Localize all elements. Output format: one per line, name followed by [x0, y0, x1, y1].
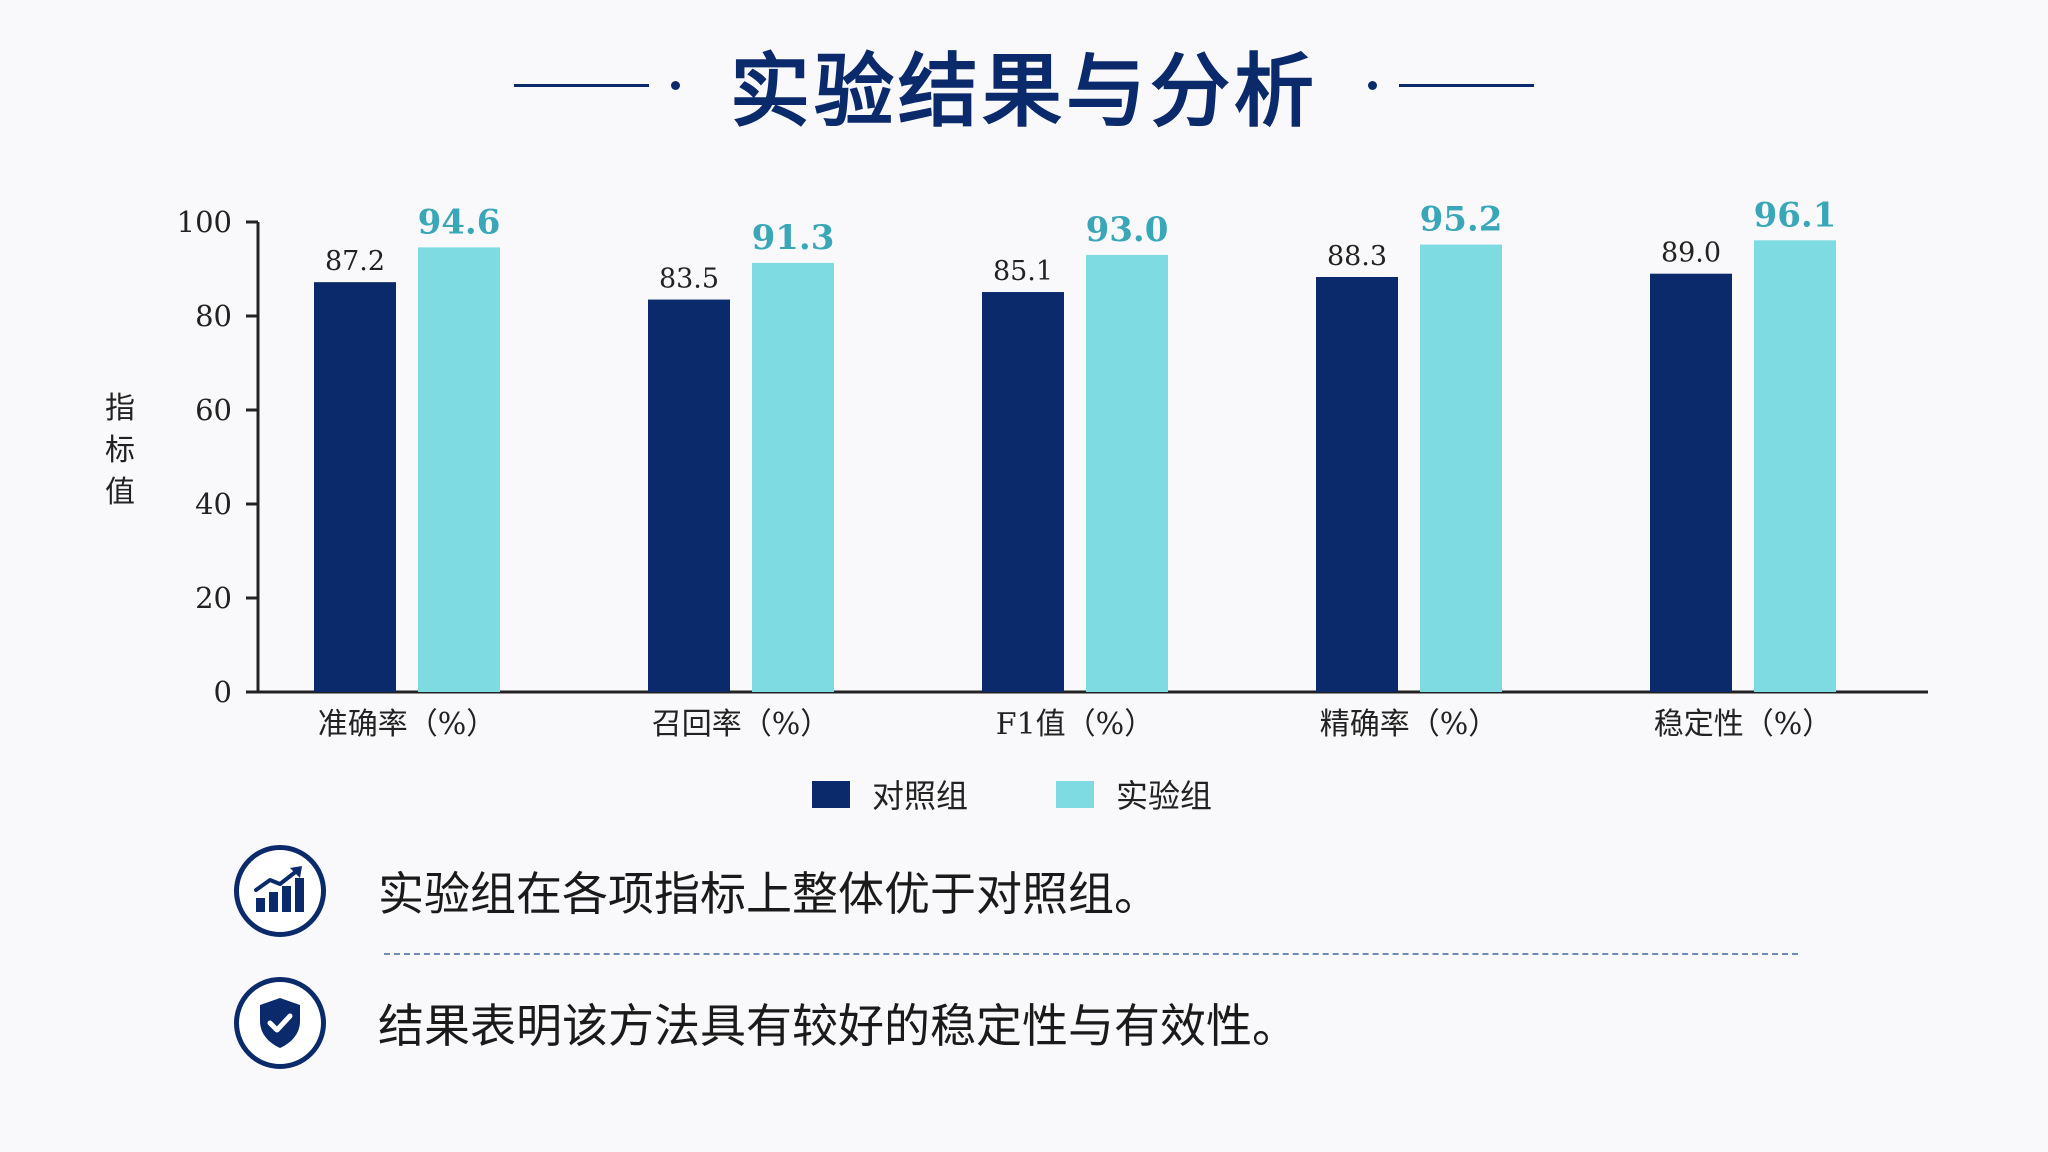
data-label-experiment: 93.0 — [1086, 210, 1169, 250]
legend-item-control: 对照组 — [811, 771, 968, 817]
title-right-line — [1399, 83, 1534, 87]
legend-label-control: 对照组 — [871, 777, 968, 815]
bar-chart: 0 20 40 60 80 100 87.2 94.6 准确率（%） 83.5 91.3 召回率（%）… — [177, 195, 1928, 742]
y-tick-label: 0 — [214, 675, 232, 709]
y-axis-label: 指标值 — [105, 391, 135, 510]
bar-control — [1650, 273, 1732, 692]
bar-experiment — [418, 247, 500, 692]
data-label-experiment: 94.6 — [418, 202, 501, 242]
title-left-dot — [671, 80, 680, 90]
shield-check-icon — [234, 977, 326, 1069]
y-tick-label: 60 — [195, 393, 232, 427]
legend-label-experiment: 实验组 — [1116, 777, 1213, 815]
x-tick-label: 准确率（%） — [318, 707, 497, 742]
x-tick-label: 稳定性（%） — [1654, 707, 1833, 742]
title-left-line — [514, 83, 649, 87]
legend-swatch-control — [811, 780, 850, 808]
finding-text-2: 结果表明该方法具有较好的稳定性与有效性。 — [378, 999, 1298, 1053]
x-tick-label: 召回率（%） — [652, 707, 831, 742]
findings-divider — [384, 953, 1798, 955]
title-right-dot — [1368, 80, 1377, 90]
trend-chart-icon — [234, 845, 326, 937]
chart-legend: 对照组 实验组 — [0, 771, 2036, 817]
x-tick-label: F1值（%） — [996, 707, 1154, 742]
y-tick-label: 20 — [195, 581, 232, 615]
finding-row-1: 实验组在各项指标上整体优于对照组。 — [234, 845, 1160, 937]
legend-item-experiment: 实验组 — [1056, 771, 1212, 817]
y-tick-label: 100 — [177, 205, 232, 239]
bar-control — [982, 292, 1064, 692]
data-label-experiment: 96.1 — [1754, 195, 1837, 235]
data-label-control: 89.0 — [1661, 238, 1721, 269]
bar-control — [648, 299, 730, 692]
data-label-control: 85.1 — [993, 256, 1053, 287]
page-title: 实验结果与分析 — [730, 44, 1318, 138]
bar-experiment — [1754, 240, 1836, 692]
x-tick-label: 精确率（%） — [1320, 707, 1499, 742]
legend-swatch-experiment — [1056, 780, 1094, 808]
bar-experiment — [752, 262, 834, 692]
data-label-experiment: 91.3 — [752, 218, 835, 258]
finding-row-2: 结果表明该方法具有较好的稳定性与有效性。 — [234, 977, 1298, 1069]
finding-text-1: 实验组在各项指标上整体优于对照组。 — [378, 867, 1160, 921]
data-label-experiment: 95.2 — [1420, 200, 1503, 240]
data-label-control: 83.5 — [659, 264, 719, 295]
title-bar: 实验结果与分析 — [0, 30, 2048, 140]
y-tick-label: 40 — [195, 487, 232, 521]
bar-experiment — [1420, 244, 1502, 692]
bar-control — [314, 282, 396, 692]
data-label-control: 88.3 — [1327, 241, 1387, 272]
bar-experiment — [1086, 254, 1168, 692]
data-label-control: 87.2 — [325, 246, 385, 277]
bar-control — [1316, 276, 1398, 692]
y-tick-label: 80 — [195, 299, 232, 333]
